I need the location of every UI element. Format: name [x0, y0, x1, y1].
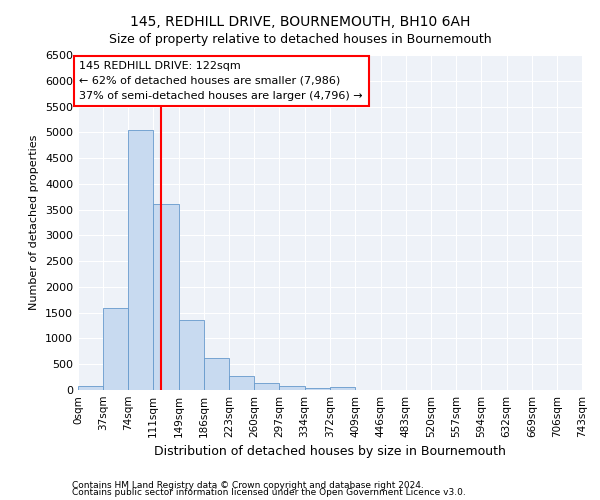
Text: 145, REDHILL DRIVE, BOURNEMOUTH, BH10 6AH: 145, REDHILL DRIVE, BOURNEMOUTH, BH10 6A… — [130, 15, 470, 29]
X-axis label: Distribution of detached houses by size in Bournemouth: Distribution of detached houses by size … — [154, 446, 506, 458]
Bar — [229, 376, 254, 390]
Bar — [128, 130, 153, 390]
Bar — [78, 386, 103, 390]
Bar — [179, 320, 204, 390]
Y-axis label: Number of detached properties: Number of detached properties — [29, 135, 40, 310]
Text: Contains HM Land Registry data © Crown copyright and database right 2024.: Contains HM Land Registry data © Crown c… — [72, 480, 424, 490]
Bar — [103, 308, 128, 390]
Text: Size of property relative to detached houses in Bournemouth: Size of property relative to detached ho… — [109, 32, 491, 46]
Bar — [254, 384, 280, 390]
Bar — [204, 358, 229, 390]
Bar — [280, 386, 305, 390]
Bar — [305, 388, 331, 390]
Bar — [331, 388, 355, 390]
Bar — [153, 204, 179, 390]
Text: 145 REDHILL DRIVE: 122sqm
← 62% of detached houses are smaller (7,986)
37% of se: 145 REDHILL DRIVE: 122sqm ← 62% of detac… — [79, 61, 363, 101]
Text: Contains public sector information licensed under the Open Government Licence v3: Contains public sector information licen… — [72, 488, 466, 497]
